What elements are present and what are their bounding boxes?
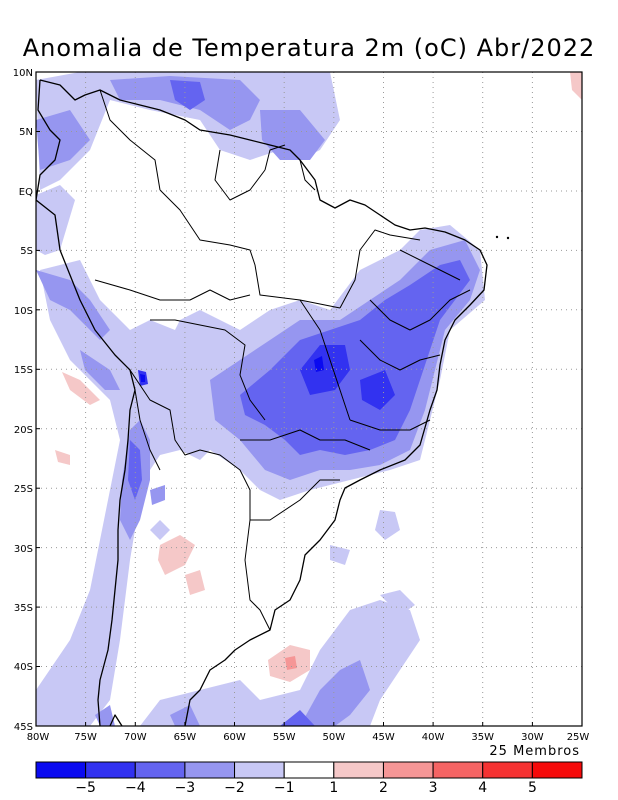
anomaly-band-plus2 xyxy=(285,656,297,670)
colorbar-label: −2 xyxy=(224,780,245,796)
colorbar-box xyxy=(432,761,484,779)
lon-label: 70W xyxy=(124,732,147,743)
colorbar: −5 −4 −3 −2 −1 1 2 3 4 5 xyxy=(35,761,583,796)
lon-labels: 80W 75W 70W 65W 60W 55W 50W 45W 40W 35W … xyxy=(27,732,590,743)
anomaly-band-minus5 xyxy=(140,356,324,382)
lon-label: 40W xyxy=(422,732,445,743)
colorbar-box xyxy=(531,761,583,779)
lat-label: 40S xyxy=(14,662,33,673)
colorbar-label: 5 xyxy=(528,780,537,796)
lat-label: 5N xyxy=(19,127,33,138)
lat-label: 30S xyxy=(14,544,33,555)
lat-label: 10S xyxy=(14,306,33,317)
colorbar-box xyxy=(35,761,87,779)
anomaly-band-minus3 xyxy=(128,80,470,726)
colorbar-box xyxy=(234,761,285,779)
lat-label: 20S xyxy=(14,425,33,436)
colorbar-label: 2 xyxy=(379,780,388,796)
colorbar-label: −4 xyxy=(125,780,146,796)
lon-label: 35W xyxy=(471,732,494,743)
colorbar-label: −3 xyxy=(175,780,196,796)
ensemble-members-label: 25 Membros xyxy=(489,744,580,759)
map-title: Anomalia de Temperatura 2m (oC) Abr/2022 xyxy=(22,34,596,62)
lon-label: 80W xyxy=(27,732,50,743)
colorbar-box xyxy=(85,761,136,779)
coastlines xyxy=(36,79,488,726)
colorbar-label: −5 xyxy=(75,780,96,796)
colorbar-box xyxy=(134,761,186,779)
lat-label: 5S xyxy=(20,246,33,257)
lat-label: 25S xyxy=(14,484,33,495)
lat-labels: 10N 5N EQ 5S 10S 15S 20S 25S 30S 35S 40S… xyxy=(13,68,33,733)
map-frame xyxy=(35,71,583,727)
lat-label: 35S xyxy=(14,603,33,614)
lat-label: 45S xyxy=(14,722,33,733)
lon-label: 30W xyxy=(521,732,544,743)
lon-label: 60W xyxy=(223,732,246,743)
colorbar-boxes xyxy=(35,761,583,779)
lat-label: 10N xyxy=(13,68,33,79)
axis-ticks xyxy=(36,71,533,726)
colorbar-box xyxy=(382,761,434,779)
lon-label: 75W xyxy=(74,732,97,743)
country-borders xyxy=(94,89,471,631)
lon-label: 45W xyxy=(372,732,395,743)
colorbar-labels: −5 −4 −3 −2 −1 1 2 3 4 5 xyxy=(75,780,537,796)
colorbar-box xyxy=(283,761,335,779)
island-dots xyxy=(495,235,510,240)
colorbar-box xyxy=(184,761,236,779)
colorbar-label: −1 xyxy=(274,780,295,796)
colorbar-label: 3 xyxy=(429,780,438,796)
lat-label: 15S xyxy=(14,365,33,376)
colorbar-label: 1 xyxy=(329,780,338,796)
colorbar-box xyxy=(482,761,533,779)
lon-label: 65W xyxy=(174,732,197,743)
graticule xyxy=(36,72,582,726)
lon-label: 50W xyxy=(322,732,345,743)
colorbar-label: 4 xyxy=(478,780,487,796)
colorbar-box xyxy=(333,761,384,779)
lon-label: 25W xyxy=(567,732,590,743)
lon-label: 55W xyxy=(273,732,296,743)
lat-label: EQ xyxy=(19,187,33,198)
